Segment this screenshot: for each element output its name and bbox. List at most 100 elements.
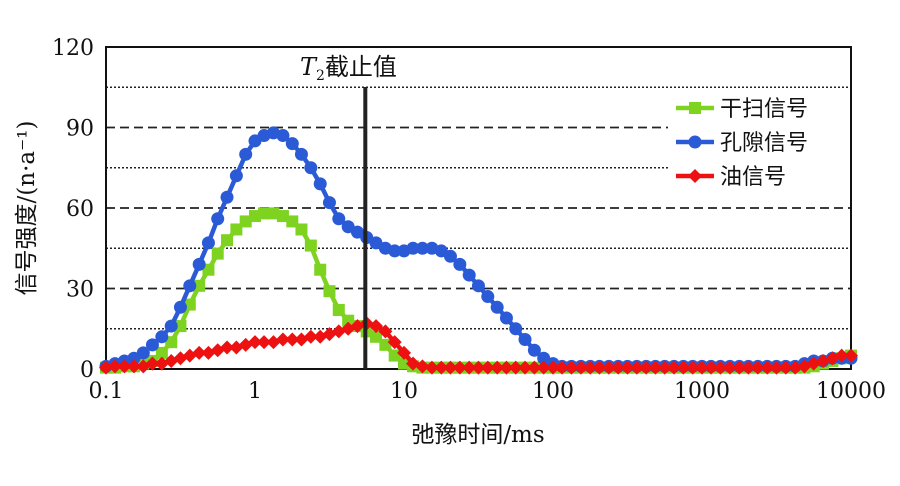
circle-marker bbox=[239, 147, 253, 161]
circle-marker bbox=[183, 279, 197, 293]
square-marker bbox=[304, 239, 317, 252]
diamond-marker bbox=[415, 359, 430, 374]
series-layer bbox=[99, 126, 858, 375]
circle-marker bbox=[276, 129, 290, 143]
circle-marker bbox=[155, 330, 169, 344]
circle-marker bbox=[164, 319, 178, 333]
diamond-marker bbox=[443, 360, 458, 375]
diamond-marker bbox=[750, 360, 765, 375]
circle-marker bbox=[201, 236, 215, 250]
diamond-marker bbox=[769, 360, 784, 375]
diamond-marker bbox=[499, 360, 514, 375]
diamond-marker bbox=[788, 360, 803, 375]
diamond-marker bbox=[303, 329, 318, 344]
diamond-marker bbox=[722, 360, 737, 375]
diamond-marker bbox=[676, 360, 691, 375]
series-diamond bbox=[99, 316, 858, 375]
diamond-marker bbox=[424, 360, 439, 375]
diamond-marker bbox=[564, 360, 579, 375]
square-marker bbox=[295, 223, 308, 236]
circle-marker bbox=[688, 135, 702, 149]
square-marker bbox=[314, 263, 327, 276]
square-marker bbox=[332, 303, 345, 316]
diamond-marker bbox=[620, 360, 635, 375]
square-marker bbox=[267, 207, 280, 220]
diamond-marker bbox=[369, 319, 384, 334]
diamond-marker bbox=[145, 356, 160, 371]
x-tick-label: 10000 bbox=[816, 379, 886, 404]
diamond-marker bbox=[462, 360, 477, 375]
diamond-marker bbox=[108, 359, 123, 374]
diamond-marker bbox=[378, 324, 393, 339]
t2-cutoff-label-rest: 截止值 bbox=[325, 53, 397, 81]
square-marker bbox=[221, 234, 234, 247]
y-tick-label: 90 bbox=[66, 117, 94, 142]
circle-marker bbox=[294, 147, 308, 161]
diamond-marker bbox=[480, 360, 495, 375]
diamond-marker bbox=[732, 360, 747, 375]
diamond-marker bbox=[555, 360, 570, 375]
square-marker bbox=[258, 207, 271, 220]
diamond-marker bbox=[760, 360, 775, 375]
diamond-marker bbox=[657, 360, 672, 375]
x-tick-label: 1 bbox=[248, 379, 262, 404]
y-tick-label: 120 bbox=[52, 36, 94, 61]
diamond-marker bbox=[536, 360, 551, 375]
diamond-marker bbox=[257, 335, 272, 350]
diamond-marker bbox=[126, 359, 141, 374]
diamond-marker bbox=[713, 360, 728, 375]
square-marker bbox=[276, 210, 289, 223]
circle-marker bbox=[313, 177, 327, 191]
diamond-marker bbox=[471, 360, 486, 375]
square-marker bbox=[155, 346, 168, 359]
circle-marker bbox=[192, 257, 206, 271]
square-marker bbox=[193, 279, 206, 292]
circle-marker bbox=[220, 190, 234, 204]
circle-marker bbox=[499, 311, 513, 325]
x-tick-label: 0.1 bbox=[89, 379, 124, 404]
diamond-marker bbox=[220, 340, 235, 355]
square-marker bbox=[689, 102, 701, 114]
diamond-marker bbox=[117, 359, 132, 374]
circle-marker bbox=[490, 300, 504, 314]
diamond-marker bbox=[508, 360, 523, 375]
diamond-marker bbox=[248, 335, 262, 350]
y-tick-label: 30 bbox=[66, 278, 94, 303]
diamond-marker bbox=[611, 360, 626, 375]
square-marker bbox=[202, 263, 215, 276]
x-tick-label: 100 bbox=[532, 379, 574, 404]
diamond-marker bbox=[527, 360, 542, 375]
circle-marker bbox=[509, 322, 523, 336]
diamond-marker bbox=[387, 335, 402, 350]
diamond-marker bbox=[573, 360, 588, 375]
diamond-marker bbox=[285, 332, 300, 347]
diamond-marker bbox=[834, 348, 849, 363]
circle-marker bbox=[211, 212, 225, 226]
circle-marker bbox=[285, 137, 299, 151]
circle-marker bbox=[527, 343, 541, 357]
diamond-marker bbox=[685, 360, 700, 375]
circle-marker bbox=[229, 169, 243, 183]
square-marker bbox=[239, 215, 252, 228]
x-axis-title: 弛豫时间/ms bbox=[411, 422, 544, 448]
legend-label: 孔隙信号 bbox=[720, 131, 808, 156]
t2-cutoff-label: T2截止值 bbox=[300, 53, 397, 84]
x-tick-label: 10 bbox=[390, 379, 418, 404]
circle-marker bbox=[443, 249, 457, 263]
diamond-marker bbox=[192, 345, 207, 360]
t2-cutoff-label-t: T bbox=[300, 53, 318, 81]
square-marker bbox=[249, 210, 261, 223]
diamond-marker bbox=[778, 360, 793, 375]
square-marker bbox=[211, 247, 224, 260]
diamond-marker bbox=[688, 169, 702, 183]
diamond-marker bbox=[629, 360, 644, 375]
circle-marker bbox=[471, 279, 485, 293]
circle-marker bbox=[518, 332, 532, 346]
y-tick-labels: 0 30 60 90 120 bbox=[52, 36, 94, 383]
diamond-marker bbox=[518, 360, 533, 375]
diamond-marker bbox=[592, 360, 607, 375]
square-marker bbox=[165, 336, 178, 349]
diamond-marker bbox=[434, 360, 449, 375]
